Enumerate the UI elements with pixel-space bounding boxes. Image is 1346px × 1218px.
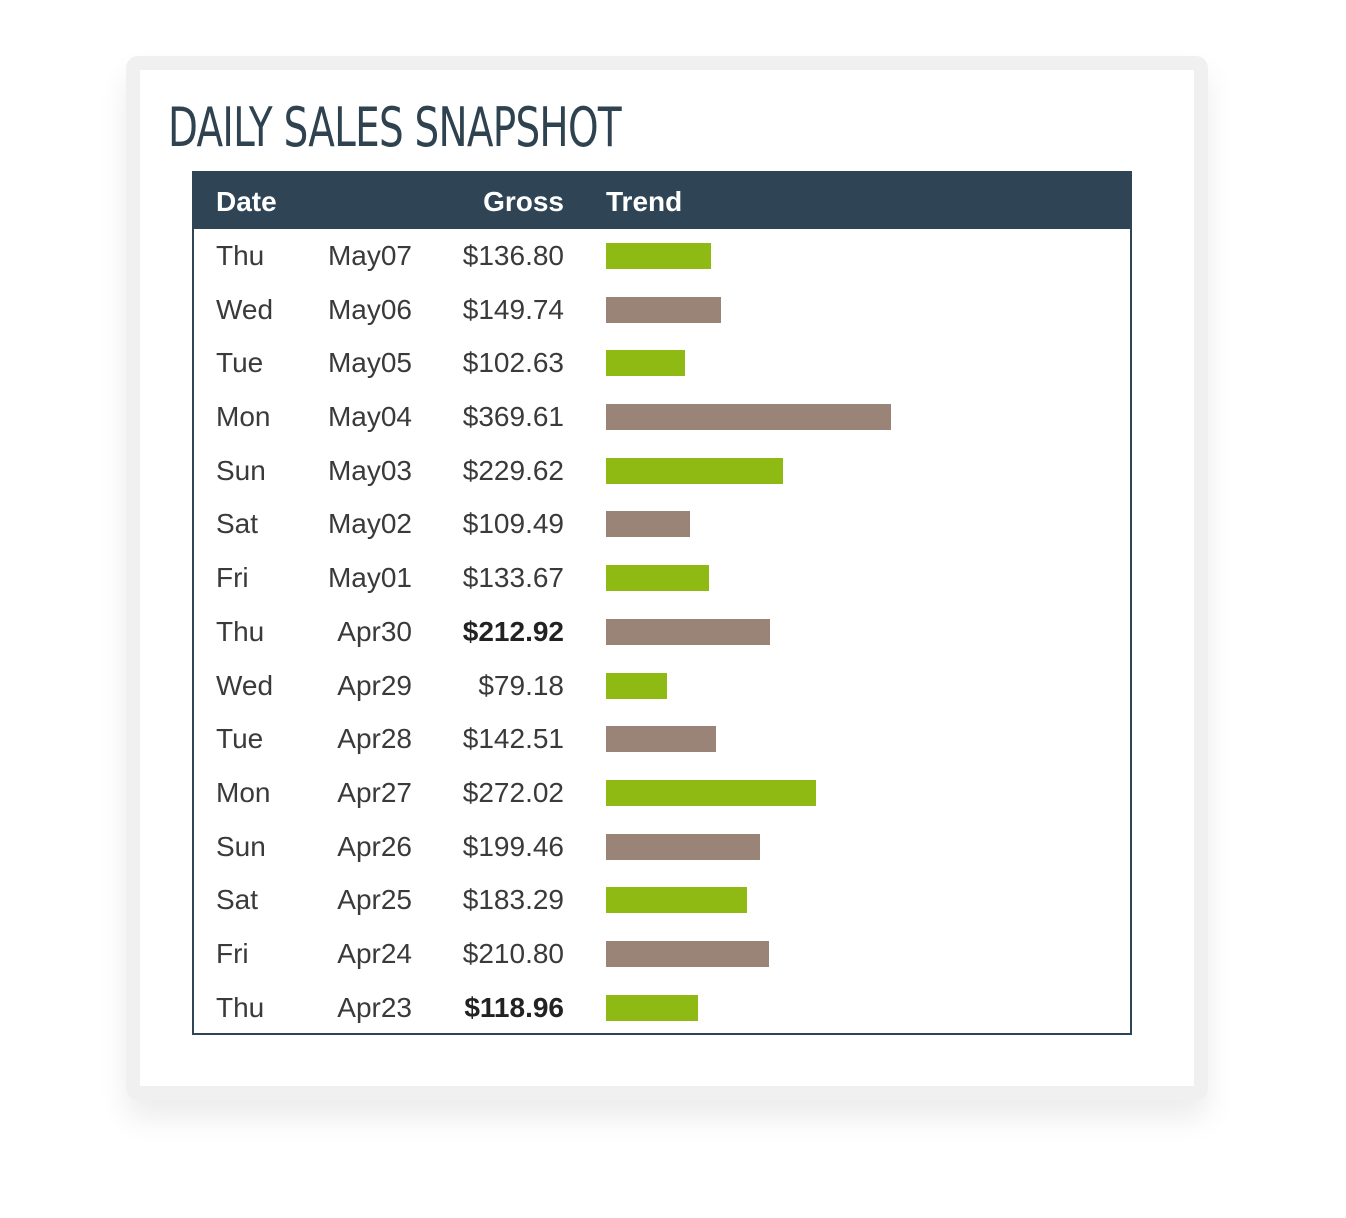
- row-date: Apr26: [337, 830, 412, 862]
- row-gross: $136.80: [462, 240, 564, 271]
- row-gross: $229.62: [462, 454, 564, 486]
- trend-bar: [606, 726, 716, 753]
- row-day: Wed: [216, 669, 274, 701]
- table-row: Mon Apr27 $272.02: [194, 766, 1130, 820]
- trend-bar: [606, 833, 760, 860]
- table-row: Tue Apr28 $142.51: [194, 712, 1130, 766]
- row-date: Apr23: [337, 991, 412, 1023]
- trend-bar: [606, 672, 667, 699]
- row-day: Thu: [216, 991, 265, 1023]
- row-gross: $109.49: [462, 508, 564, 540]
- row-day: Sat: [216, 508, 259, 540]
- sales-table: Date Gross Trend Thu May07 $136.80 Wed May06…: [192, 171, 1132, 1035]
- trend-bar: [606, 350, 685, 377]
- row-day: Wed: [216, 293, 274, 325]
- row-date: Apr30: [337, 615, 412, 647]
- table-header: Date Gross Trend: [194, 173, 1130, 229]
- table-row: Thu May07 $136.80: [194, 229, 1130, 283]
- table-row: Thu Apr30 $212.92: [194, 605, 1130, 659]
- row-date: Apr24: [337, 937, 412, 969]
- table-row: Wed Apr29 $79.18: [194, 659, 1130, 713]
- row-date: May01: [327, 562, 412, 594]
- row-gross: $149.74: [462, 293, 564, 325]
- table-row: Fri May01 $133.67: [194, 551, 1130, 605]
- trend-bar: [606, 511, 690, 538]
- row-day: Thu: [216, 240, 265, 271]
- row-day: Sat: [216, 884, 259, 916]
- trend-bar: [606, 404, 891, 431]
- trend-bar: [606, 994, 698, 1021]
- row-day: Fri: [216, 937, 249, 969]
- table-row: Tue May05 $102.63: [194, 336, 1130, 390]
- row-day: Sun: [216, 454, 266, 486]
- row-day: Thu: [216, 615, 265, 647]
- row-day: Tue: [216, 723, 264, 755]
- trend-bar: [606, 779, 816, 806]
- row-date: Apr28: [337, 723, 412, 755]
- row-gross: $183.29: [462, 884, 564, 916]
- row-gross: $142.51: [462, 723, 564, 755]
- header-gross: Gross: [483, 186, 564, 217]
- row-date: May05: [327, 347, 412, 379]
- row-day: Sun: [216, 830, 266, 862]
- header-date: Date: [216, 186, 277, 217]
- row-gross: $118.96: [464, 991, 564, 1023]
- row-gross: $133.67: [462, 562, 564, 594]
- row-date: May02: [327, 508, 412, 540]
- table-row: Sun Apr26 $199.46: [194, 820, 1130, 874]
- row-gross: $199.46: [462, 830, 564, 862]
- row-date: Apr29: [337, 669, 412, 701]
- table-row: Thu Apr23 $118.96: [194, 981, 1130, 1035]
- row-gross: $272.02: [462, 776, 564, 808]
- row-gross: $212.92: [462, 615, 564, 647]
- row-date: May07: [327, 240, 412, 271]
- row-date: Apr27: [337, 776, 412, 808]
- row-date: Apr25: [337, 884, 412, 916]
- trend-bar: [606, 296, 721, 323]
- trend-bar: [606, 618, 770, 645]
- row-day: Mon: [216, 401, 271, 433]
- row-day: Tue: [216, 347, 264, 379]
- trend-bar: [606, 243, 711, 269]
- row-date: May03: [327, 454, 412, 486]
- table-row: Wed May06 $149.74: [194, 283, 1130, 337]
- table-row: Fri Apr24 $210.80: [194, 927, 1130, 981]
- table-row: Sat Apr25 $183.29: [194, 873, 1130, 927]
- row-gross: $102.63: [462, 347, 564, 379]
- trend-bar: [606, 887, 747, 914]
- row-day: Mon: [216, 776, 271, 808]
- row-day: Fri: [216, 562, 249, 594]
- table-body: Thu May07 $136.80 Wed May06 $149.74 Tue May05 $1…: [194, 229, 1130, 1034]
- table-row: Sun May03 $229.62: [194, 444, 1130, 498]
- table-row: Mon May04 $369.61: [194, 390, 1130, 444]
- header-trend: Trend: [606, 186, 683, 217]
- trend-bar: [606, 565, 709, 592]
- table-row: Sat May02 $109.49: [194, 497, 1130, 551]
- trend-bar: [606, 457, 783, 484]
- row-date: May06: [327, 293, 412, 325]
- row-gross: $79.18: [478, 669, 564, 701]
- trend-bar: [606, 940, 769, 967]
- page-title: DAILY SALES SNAPSHOT: [168, 96, 622, 159]
- row-gross: $369.61: [462, 401, 564, 433]
- row-gross: $210.80: [462, 937, 564, 969]
- row-date: May04: [327, 401, 412, 433]
